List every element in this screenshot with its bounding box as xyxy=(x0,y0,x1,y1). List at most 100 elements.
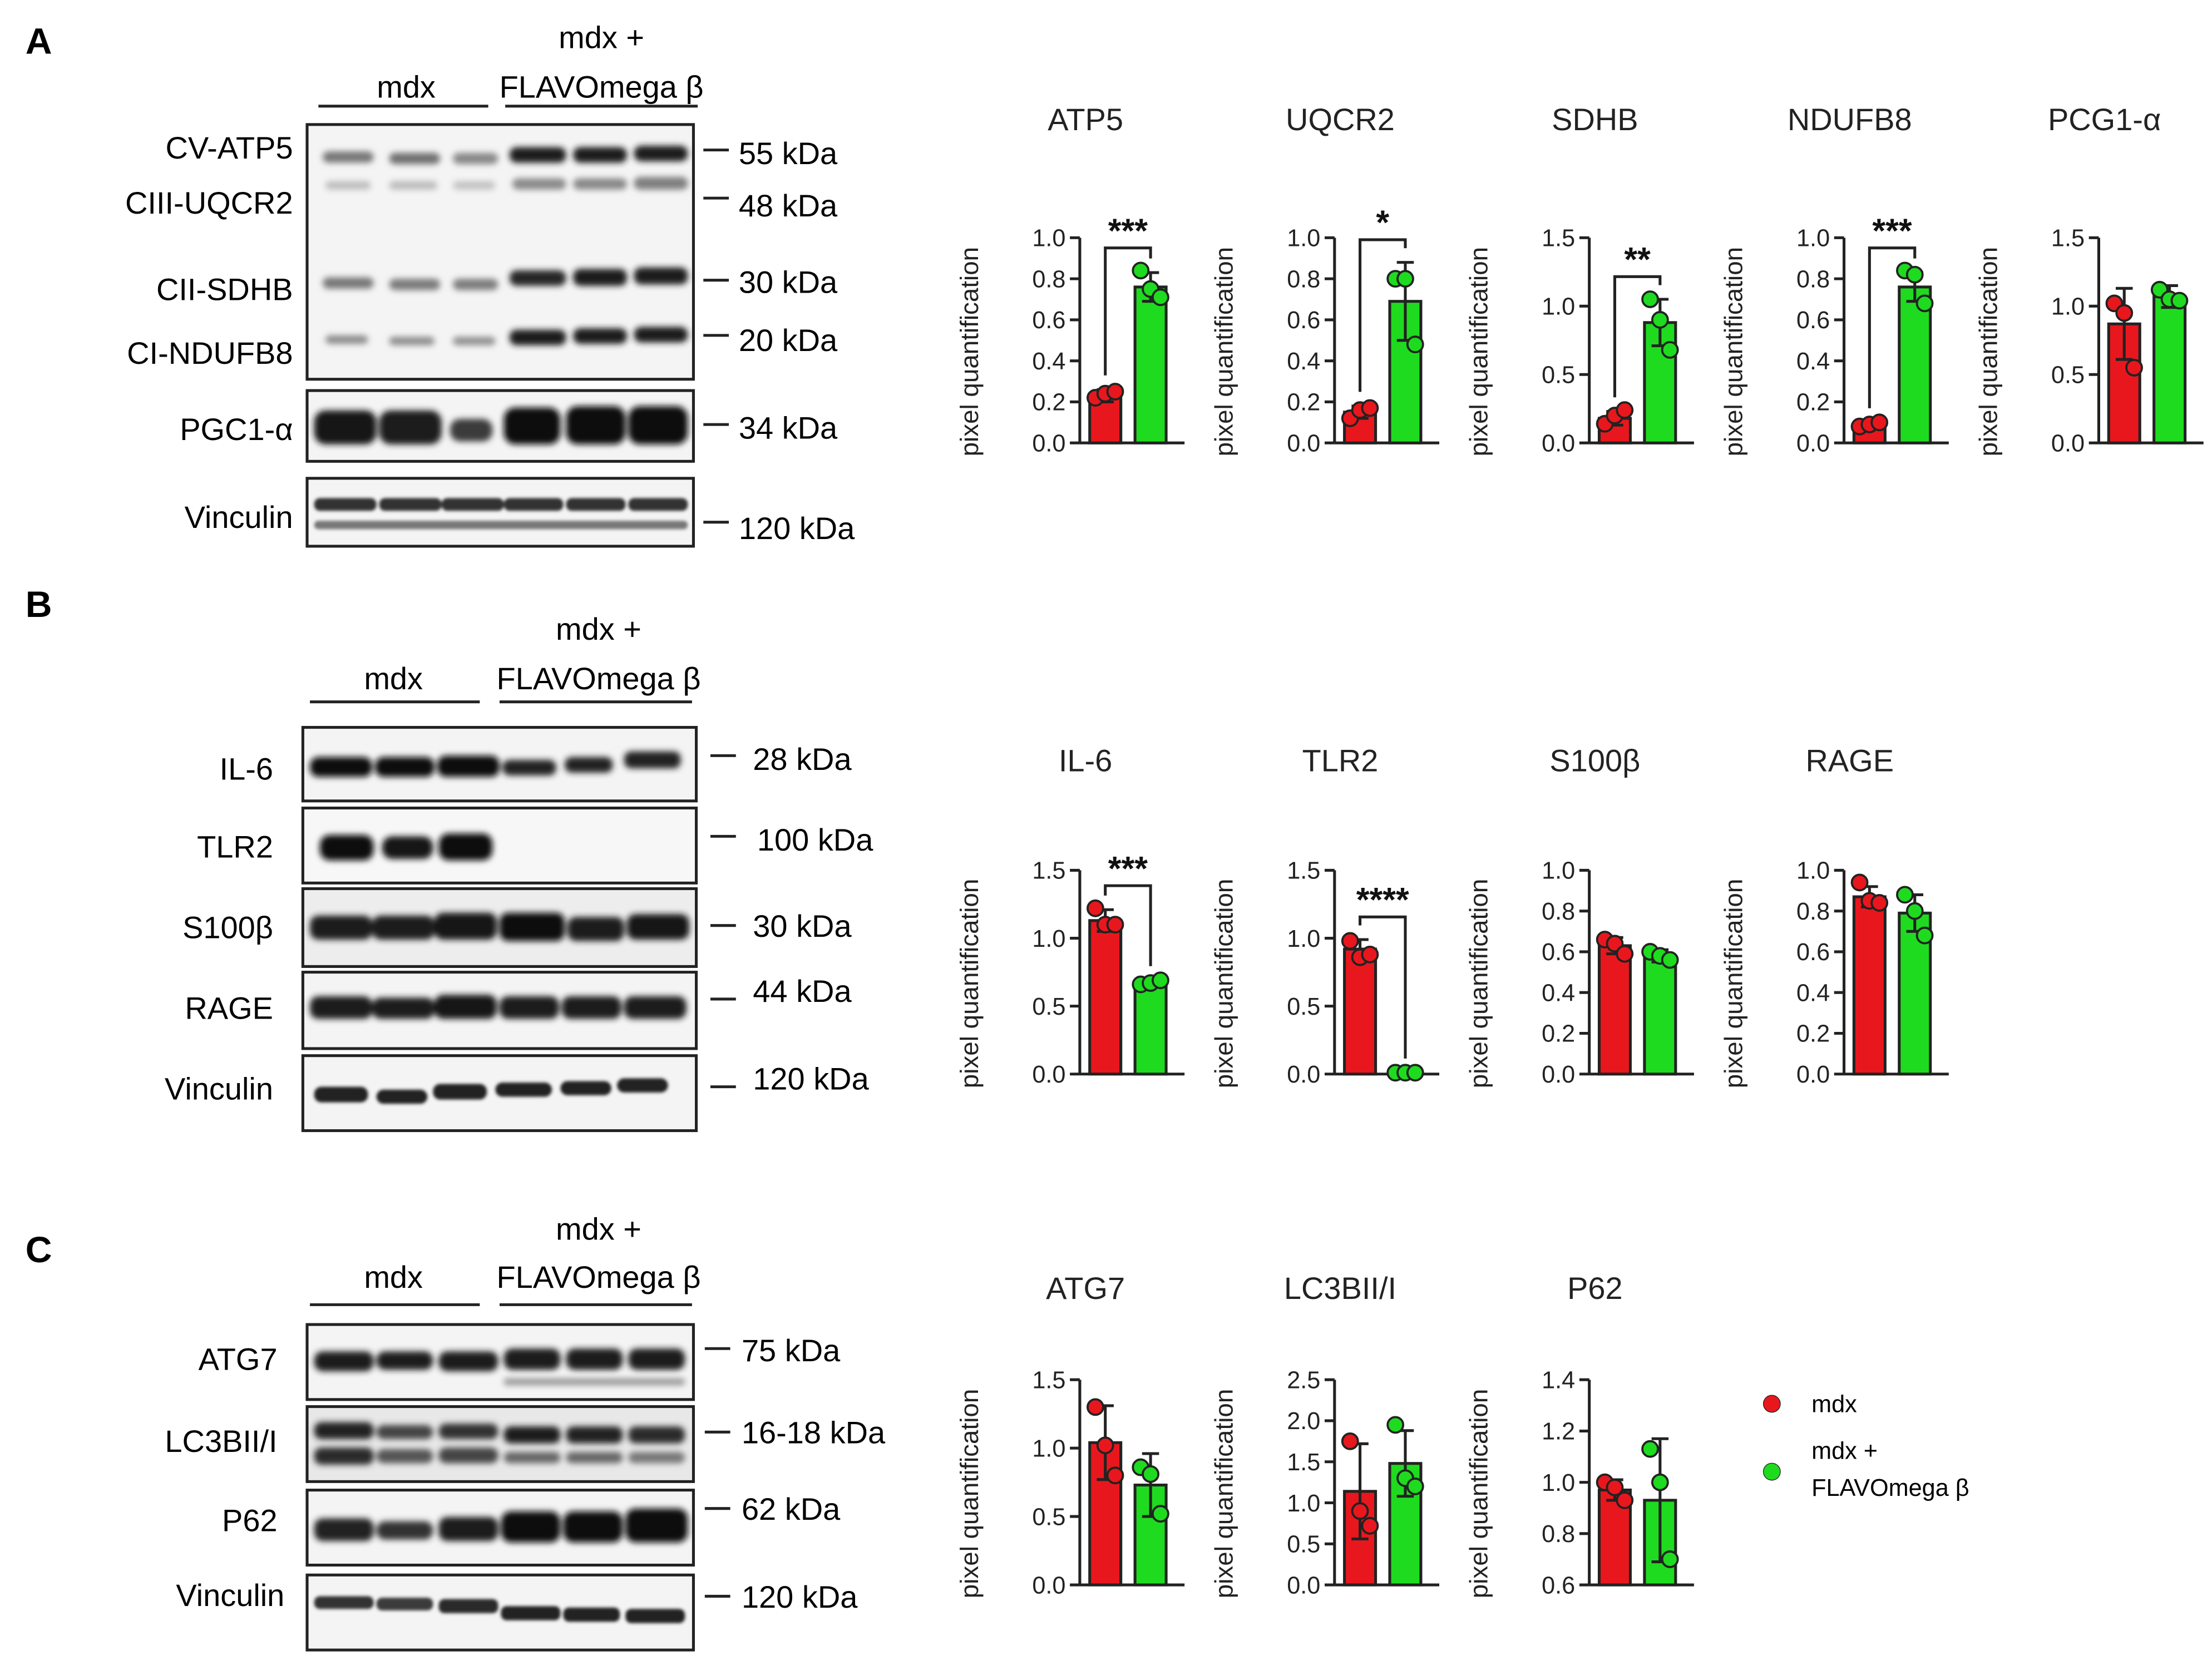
data-point xyxy=(1406,335,1424,354)
blot-label: CIII-UQCR2 xyxy=(125,185,293,220)
panel-c-group-left: mdx xyxy=(364,1259,423,1294)
data-point xyxy=(1606,1478,1624,1496)
data-point xyxy=(1096,1436,1114,1455)
blot-label: CII-SDHB xyxy=(156,271,293,307)
blot-label: LC3BII/I xyxy=(165,1424,277,1459)
legend-treated-marker xyxy=(1762,1462,1781,1481)
data-point xyxy=(1641,1440,1659,1458)
marker-label: 48 kDa xyxy=(739,188,838,223)
bar-treated xyxy=(1133,285,1168,444)
chart-title: RAGE xyxy=(1805,743,1894,778)
panel-b-group-right-line1: mdx + xyxy=(556,611,641,646)
y-tick-label: 0.2 xyxy=(1796,1021,1830,1047)
y-axis-label: pixel quantification xyxy=(1719,879,1747,1089)
data-point xyxy=(1361,1516,1379,1535)
chart-1: UQCR2 pixel quantification 0.0 0.2 0.4 0.6 0.8… xyxy=(1210,102,1440,457)
panel-a-letter: A xyxy=(26,21,52,62)
data-point xyxy=(1661,1550,1679,1568)
y-tick-label: 0.8 xyxy=(1032,266,1065,293)
data-point xyxy=(2115,304,2134,322)
y-tick-label: 0.5 xyxy=(1032,994,1065,1020)
y-tick-label: 0.5 xyxy=(1287,1531,1320,1558)
panel-a: A mdx + mdx FLAVOmega β xyxy=(26,19,855,548)
data-point xyxy=(1152,1505,1169,1523)
panel-b-group-right-line2: FLAVOmega β xyxy=(497,661,701,696)
chart-9: ATG7 pixel quantification 0.0 0.5 1.0 1.5 xyxy=(955,1271,1185,1599)
data-point xyxy=(1651,1473,1669,1491)
data-point xyxy=(1641,290,1659,308)
y-axis-label: pixel quantification xyxy=(1210,1389,1238,1599)
y-tick-label: 0.6 xyxy=(1542,1572,1575,1599)
data-point xyxy=(1616,1491,1634,1509)
y-tick-label: 1.0 xyxy=(1032,926,1065,952)
blot-label: CV-ATP5 xyxy=(166,130,293,165)
chart-title: UQCR2 xyxy=(1286,102,1395,137)
blot-c-vinculin xyxy=(305,1573,695,1652)
marker-label: 20 kDa xyxy=(739,323,838,358)
y-tick-label: 0.0 xyxy=(2051,430,2085,457)
data-point xyxy=(1661,341,1679,359)
bar-treated xyxy=(1643,954,1677,1076)
y-tick-label: 0.6 xyxy=(1032,307,1065,334)
chart-title: IL-6 xyxy=(1059,743,1112,778)
data-point xyxy=(1087,1398,1104,1416)
marker-label: 30 kDa xyxy=(739,265,838,300)
blot-a-pgc1 xyxy=(305,389,695,463)
significance-label: ** xyxy=(1624,240,1651,278)
blot-b-rage xyxy=(301,971,698,1050)
y-tick-label: 0.0 xyxy=(1287,1061,1320,1088)
y-tick-label: 1.5 xyxy=(1542,225,1575,252)
blot-label: S100β xyxy=(182,910,273,945)
marker-label: 34 kDa xyxy=(739,411,838,446)
data-point xyxy=(1616,401,1634,419)
y-tick-label: 1.5 xyxy=(2051,225,2085,252)
data-point xyxy=(1152,288,1169,307)
legend: mdx mdx + FLAVOmega β xyxy=(1762,1391,1969,1501)
chart-title: PCG1-α xyxy=(2048,102,2161,137)
data-point xyxy=(1361,399,1379,417)
y-tick-label: 1.0 xyxy=(1032,225,1065,252)
y-tick-label: 2.0 xyxy=(1287,1408,1320,1435)
y-tick-label: 0.6 xyxy=(1287,307,1320,334)
y-axis-label: pixel quantification xyxy=(1974,247,2002,457)
y-tick-label: 1.0 xyxy=(1542,294,1575,320)
data-point xyxy=(1651,311,1669,329)
blot-label: RAGE xyxy=(185,991,273,1026)
marker-label: 120 kDa xyxy=(739,511,855,546)
y-tick-label: 1.5 xyxy=(1287,1449,1320,1476)
data-point xyxy=(2125,359,2143,377)
y-tick-label: 0.0 xyxy=(1032,430,1065,457)
significance-bracket xyxy=(1868,246,1917,408)
blot-a-oxphos xyxy=(305,123,695,381)
y-axis-label: pixel quantification xyxy=(1210,879,1238,1089)
y-tick-label: 0.5 xyxy=(1287,994,1320,1020)
blot-label: CI-NDUFB8 xyxy=(127,335,293,370)
data-point xyxy=(1341,932,1359,950)
marker-label: 16-18 kDa xyxy=(742,1415,886,1450)
chart-title: SDHB xyxy=(1552,102,1638,137)
chart-8: RAGE pixel quantification 0.0 0.2 0.4 0.6 0.8 1… xyxy=(1719,743,1949,1089)
marker-label: 28 kDa xyxy=(753,742,852,777)
bar-mdx xyxy=(1852,895,1887,1076)
blot-label: Vinculin xyxy=(165,1071,273,1106)
blot-c-atg7 xyxy=(305,1323,695,1401)
data-point xyxy=(1142,1465,1160,1483)
panel-b: B mdx + mdx FLAVOmega β xyxy=(26,584,873,1133)
y-tick-label: 0.0 xyxy=(1542,1061,1575,1088)
data-point xyxy=(1406,1478,1424,1495)
chart-title: S100β xyxy=(1549,743,1640,778)
data-point xyxy=(1915,294,1934,313)
y-tick-label: 1.0 xyxy=(1287,926,1320,952)
y-tick-label: 0.0 xyxy=(1032,1572,1065,1599)
y-tick-label: 0.0 xyxy=(1032,1061,1065,1088)
data-point xyxy=(1386,1416,1405,1434)
blot-b-tlr2 xyxy=(301,806,698,885)
blot-label: PGC1-α xyxy=(180,412,293,447)
y-tick-label: 0.0 xyxy=(1287,430,1320,457)
bar-charts: ATP5 pixel quantification 0.0 0.2 0.4 0.6 0.8 1… xyxy=(955,102,2204,1599)
y-tick-label: 2.5 xyxy=(1287,1367,1320,1394)
panel-c: C mdx + mdx FLAVOmega β xyxy=(26,1211,886,1652)
blot-c-p62 xyxy=(305,1489,695,1567)
y-tick-label: 0.5 xyxy=(2051,362,2085,389)
